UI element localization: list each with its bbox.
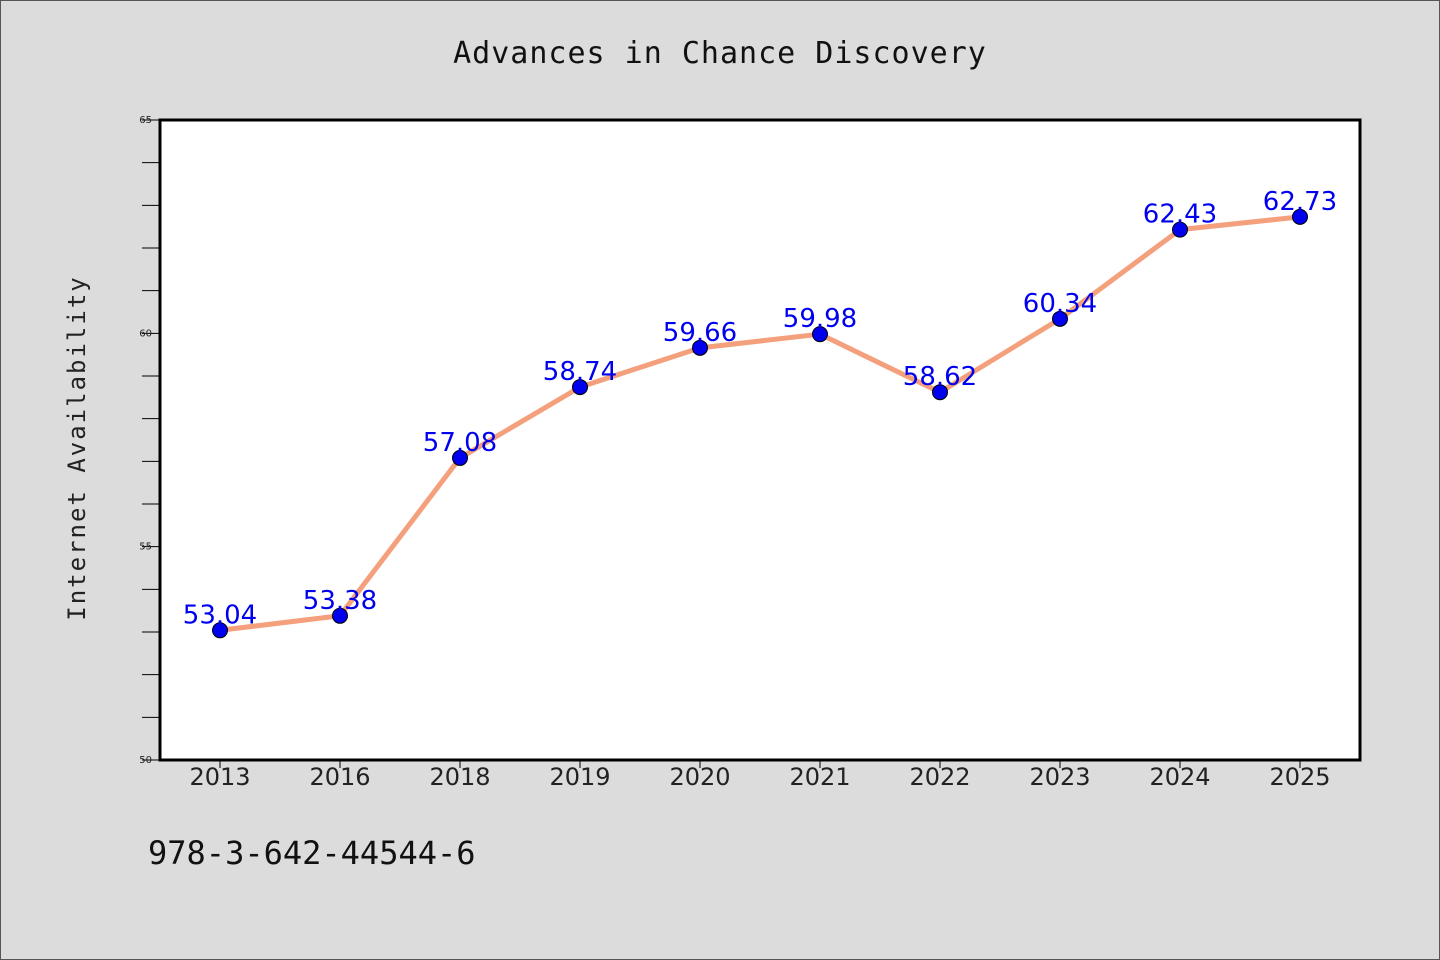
- x-tick-label: 2019: [549, 763, 610, 791]
- data-label: 60.34: [1023, 289, 1097, 319]
- x-tick-label: 2023: [1029, 763, 1090, 791]
- x-tick-label: 2022: [909, 763, 970, 791]
- series-line: [219, 214, 1301, 633]
- x-tick-label: 2024: [1149, 763, 1210, 791]
- data-point: [812, 326, 828, 343]
- x-tick-label: 2018: [429, 763, 490, 791]
- data-label: 58.74: [543, 357, 617, 387]
- y-axis-label: Internet Availability: [63, 275, 91, 620]
- plot-area: [158, 118, 1362, 762]
- data-point: [1172, 221, 1188, 238]
- data-label: 62.43: [1143, 200, 1217, 230]
- y-tick-label: 65: [139, 115, 152, 126]
- x-axis-ticks: 2013 2016 2018 2019 2020 2021 2022 2023 2024 2025: [189, 760, 1331, 791]
- chart-title: Advances in Chance Discovery: [453, 36, 987, 71]
- data-label: 53.04: [183, 600, 257, 630]
- data-point: [332, 607, 348, 624]
- data-label: 57.08: [423, 428, 497, 458]
- data-point: [932, 384, 948, 401]
- data-point: [452, 449, 468, 466]
- data-point: [692, 339, 708, 356]
- data-label: 53.38: [303, 586, 377, 616]
- data-label: 58.62: [903, 362, 977, 392]
- x-tick-label: 2016: [309, 763, 370, 791]
- x-tick-label: 2020: [669, 763, 730, 791]
- data-point: [212, 622, 228, 639]
- data-point: [1052, 310, 1068, 327]
- data-point: [572, 379, 588, 396]
- data-label: 59.66: [663, 318, 737, 348]
- x-tick-label: 2021: [789, 763, 850, 791]
- y-tick-label: 55: [139, 542, 152, 553]
- data-label: 62.73: [1263, 187, 1337, 217]
- y-tick-label: 50: [139, 755, 152, 766]
- isbn-text: 978-3-642-44544-6: [148, 834, 476, 872]
- x-tick-label: 2025: [1269, 763, 1330, 791]
- x-tick-label: 2013: [189, 763, 250, 791]
- data-point: [1292, 208, 1308, 225]
- y-tick-label: 60: [139, 328, 152, 339]
- data-label: 59.98: [783, 304, 857, 334]
- y-axis-ticks: 50 55 60 65: [139, 115, 160, 766]
- series-group: 53.04 53.38 57.08 58.74 59.66 59.98 58.62 60.34…: [183, 187, 1337, 639]
